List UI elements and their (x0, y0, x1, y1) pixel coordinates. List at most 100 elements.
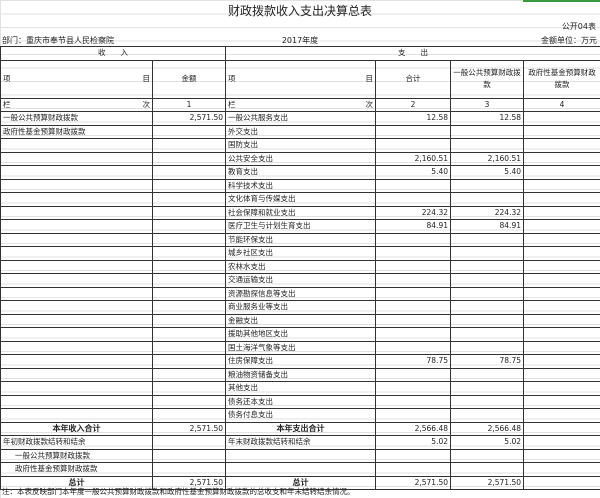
cell-in-amt (152, 381, 226, 396)
cell-in (0, 300, 153, 315)
department: 部门：重庆市奉节县人民检察院 (2, 36, 114, 45)
carry-out-fund (523, 435, 600, 450)
cell-total (375, 259, 451, 274)
cell-fund (523, 300, 600, 315)
cell-in-amt (152, 178, 226, 193)
income-item-header: 项目 (0, 59, 153, 99)
cell-out: 交通运输支出 (225, 273, 376, 288)
cell-in (0, 394, 153, 409)
col-index-4: 4 (523, 97, 600, 112)
cell-general (450, 273, 524, 288)
cell-fund (523, 219, 600, 234)
carry-out-general: 5.02 (450, 435, 524, 450)
expense-total-general: 2,566.48 (450, 421, 524, 436)
cell-in-amt (152, 138, 226, 153)
col-index-label: 栏次 (0, 97, 153, 112)
page-title: 财政拨款收入支出决算总表 (227, 4, 372, 18)
table-row: 债务还本支出 (0, 394, 600, 409)
cell-general (450, 138, 524, 153)
cell-out: 公共安全支出 (225, 151, 376, 166)
table-row: 援助其他地区支出 (0, 327, 600, 342)
cell-in-amt (152, 246, 226, 261)
cell-in (0, 381, 153, 396)
cell-fund (523, 205, 600, 220)
table-row: 资源勘探信息等支出 (0, 286, 600, 301)
budget-table: 收 入 支 出 项目 金额 项目 合计 一般公共预算财政拨款 政府性基金预算财政… (0, 46, 600, 490)
cell-general (450, 124, 524, 139)
cell-in: 政府性基金预算财政拨款 (0, 124, 153, 139)
cell-in (0, 367, 153, 382)
cell-fund (523, 313, 600, 328)
cell-in (0, 327, 153, 342)
cell-total (375, 340, 451, 355)
cell-in (0, 138, 153, 153)
cell-in-amt (152, 367, 226, 382)
general-budget-header: 一般公共预算财政拨款 (450, 59, 524, 99)
cell-general: 2,160.51 (450, 151, 524, 166)
cell-in-amt (152, 192, 226, 207)
income-total-label: 本年收入合计 (0, 421, 153, 436)
table-row: 金融支出 (0, 313, 600, 328)
cell-out: 国土海洋气象等支出 (225, 340, 376, 355)
cell-general (450, 394, 524, 409)
cell-in (0, 232, 153, 247)
cell-fund (523, 246, 600, 261)
cell-out: 债务还本支出 (225, 394, 376, 409)
cell-total: 2,160.51 (375, 151, 451, 166)
cell-fund (523, 259, 600, 274)
expense-total-label: 本年支出合计 (225, 421, 376, 436)
cell-general (450, 313, 524, 328)
cell-in-amt (152, 151, 226, 166)
cell-total: 78.75 (375, 354, 451, 369)
table-row: 粮油物资储备支出 (0, 367, 600, 382)
cell-total (375, 394, 451, 409)
cell-out: 商业服务业等支出 (225, 300, 376, 315)
cell-in-amt (152, 273, 226, 288)
cell-total: 224.32 (375, 205, 451, 220)
cell-fund (523, 178, 600, 193)
table-row: 城乡社区支出 (0, 246, 600, 261)
year: 2017年度 (281, 36, 319, 45)
carry-general-row: 一般公共预算财政拨款 (0, 448, 600, 463)
cell-fund (523, 124, 600, 139)
table-row: 国土海洋气象等支出 (0, 340, 600, 355)
cell-total: 5.40 (375, 165, 451, 180)
table-row: 交通运输支出 (0, 273, 600, 288)
cell (225, 462, 376, 477)
carry-in-label: 年初财政拨款结转和结余 (0, 435, 153, 450)
cell-in (0, 178, 153, 193)
col-index-label: 栏次 (225, 97, 376, 112)
cell-in (0, 408, 153, 423)
cell-in-amt (152, 300, 226, 315)
cell-in (0, 286, 153, 301)
cell-in-amt (152, 219, 226, 234)
fund-budget-header: 政府性基金预算财政拨款 (523, 59, 600, 99)
carry-out-total: 5.02 (375, 435, 451, 450)
table-row: 国防支出 (0, 138, 600, 153)
cell-out: 节能环保支出 (225, 232, 376, 247)
cell-total (375, 178, 451, 193)
cell-in-amt (152, 205, 226, 220)
grand-total-row: 总计 2,571.50 总计 2,571.50 2,571.50 (0, 475, 600, 490)
cell-total (375, 246, 451, 261)
cell-out: 社会保障和就业支出 (225, 205, 376, 220)
cell-in: 一般公共预算财政拨款 (0, 111, 153, 126)
cell-in (0, 151, 153, 166)
cell-in-amt (152, 165, 226, 180)
cell (450, 448, 524, 463)
cell-out: 粮油物资储备支出 (225, 367, 376, 382)
cell-out: 资源勘探信息等支出 (225, 286, 376, 301)
cell-out: 文化体育与传媒支出 (225, 192, 376, 207)
cell (152, 448, 226, 463)
cell-in-amt (152, 394, 226, 409)
grand-total-general: 2,571.50 (450, 475, 524, 490)
cell-general (450, 246, 524, 261)
cell-fund (523, 138, 600, 153)
cell-total (375, 408, 451, 423)
table-row: 文化体育与传媒支出 (0, 192, 600, 207)
cell-in-amt (152, 340, 226, 355)
footnote: 注：本表反映部门本年度一般公共预算财政拨款和政府性基金预算财政拨款的总收支和年末… (2, 487, 355, 496)
table-row: 政府性基金预算财政拨款 外交支出 (0, 124, 600, 139)
cell-out: 债务付息支出 (225, 408, 376, 423)
cell (375, 448, 451, 463)
